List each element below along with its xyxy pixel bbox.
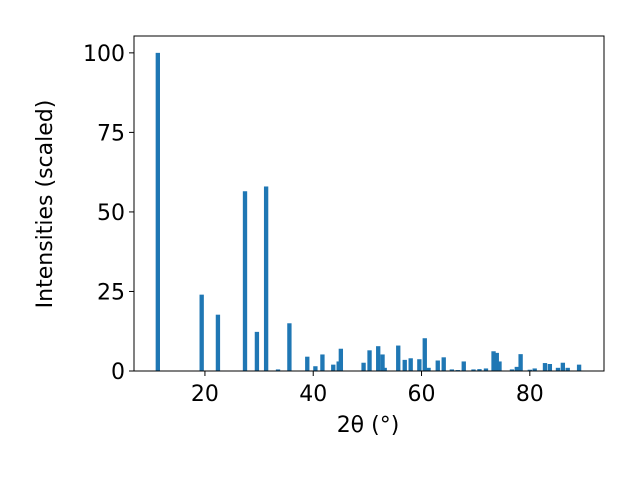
bar	[547, 364, 553, 371]
bar	[565, 367, 570, 371]
bar	[254, 331, 260, 371]
bar	[263, 186, 269, 371]
bar	[376, 346, 381, 371]
bar	[497, 361, 502, 371]
bar	[518, 354, 523, 371]
bar	[514, 366, 519, 371]
bar	[426, 367, 431, 371]
bar	[199, 294, 204, 371]
bar	[477, 369, 482, 371]
bar	[449, 369, 455, 371]
bar	[491, 351, 496, 371]
bar	[422, 338, 427, 371]
bar	[305, 356, 310, 371]
bar	[287, 323, 292, 371]
y-tick-label: 25	[97, 280, 125, 305]
bar	[576, 364, 582, 371]
bar	[527, 369, 532, 371]
bar	[331, 364, 336, 371]
bar	[441, 357, 446, 371]
bar	[471, 369, 476, 371]
bar	[361, 362, 366, 371]
bar	[435, 360, 440, 371]
bar	[215, 314, 221, 371]
x-tick-label: 40	[299, 382, 327, 407]
bar	[367, 350, 372, 371]
bar	[494, 352, 499, 371]
bar	[338, 348, 344, 371]
y-tick-label: 50	[97, 201, 125, 226]
bar	[555, 367, 561, 371]
bar	[402, 359, 407, 371]
bar	[275, 369, 281, 371]
y-tick-label: 75	[97, 121, 125, 146]
bar	[483, 368, 489, 371]
bar	[509, 369, 515, 371]
x-tick-label: 20	[191, 382, 219, 407]
y-tick-label: 100	[83, 42, 125, 67]
bar	[155, 52, 160, 371]
x-tick-label: 60	[408, 382, 436, 407]
x-tick-label: 80	[516, 382, 544, 407]
y-axis-label: Intensities (scaled)	[33, 100, 58, 309]
bar	[382, 367, 387, 371]
bar	[461, 361, 466, 371]
bar	[320, 354, 325, 371]
bar	[408, 358, 413, 371]
bar	[313, 366, 318, 371]
bar	[560, 362, 566, 371]
bar	[242, 191, 248, 371]
bar	[532, 368, 537, 371]
plot-frame	[133, 35, 605, 372]
bar	[380, 354, 385, 371]
y-tick-label: 0	[111, 360, 125, 385]
x-axis-label: 2θ (°)	[337, 413, 400, 438]
bar	[396, 345, 401, 371]
bar	[542, 363, 548, 371]
bar	[417, 359, 422, 371]
